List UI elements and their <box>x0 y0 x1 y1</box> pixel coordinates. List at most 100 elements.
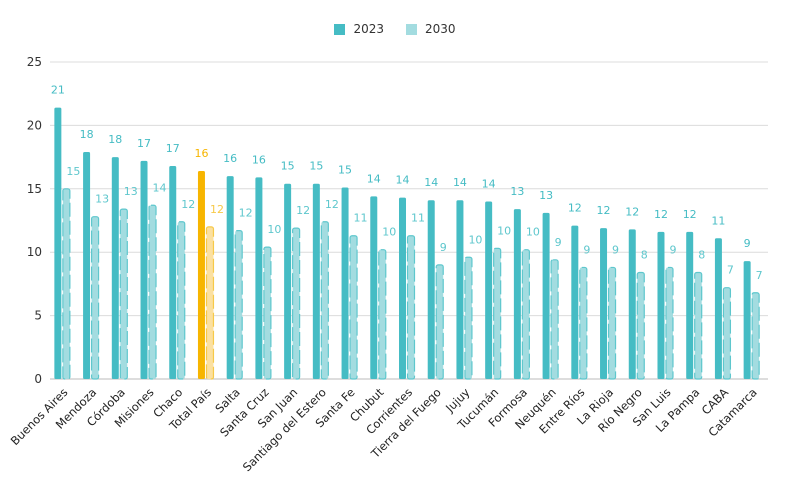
data-label-2030: 11 <box>411 212 425 225</box>
data-label-2023: 16 <box>223 152 237 165</box>
data-label-2023: 15 <box>309 160 323 173</box>
legend-item-2030[interactable]: 2030 <box>406 22 456 36</box>
data-label-2030: 10 <box>382 226 396 239</box>
bar-2023 <box>542 212 550 379</box>
legend-label-2023: 2023 <box>353 22 384 36</box>
bar-2023 <box>485 201 493 379</box>
data-label-2030: 12 <box>181 198 195 211</box>
bar-2023 <box>341 187 349 379</box>
data-label-2023: 14 <box>396 174 410 187</box>
y-tick-label: 25 <box>27 55 42 69</box>
y-tick-label: 5 <box>34 309 42 323</box>
bar-2030 <box>90 216 100 380</box>
data-label-2030: 7 <box>756 269 763 282</box>
legend-label-2030: 2030 <box>425 22 456 36</box>
legend: 2023 2030 <box>0 22 790 36</box>
bar-2023 <box>686 231 694 379</box>
data-label-2030: 12 <box>296 204 310 217</box>
bar-2023 <box>600 228 608 379</box>
bar-2023 <box>111 157 119 379</box>
bar-2030 <box>406 235 416 380</box>
data-label-2023: 13 <box>539 189 553 202</box>
bar-2030 <box>694 271 703 380</box>
bar-2030 <box>62 188 71 380</box>
bar-2023 <box>83 152 91 379</box>
bar-2030 <box>234 230 243 380</box>
bar-2030 <box>205 226 215 380</box>
data-label-2023: 15 <box>281 160 295 173</box>
data-label-2023: 21 <box>51 84 65 97</box>
data-label-2023: 18 <box>80 128 94 141</box>
bar-2030 <box>722 287 732 380</box>
legend-swatch-2030 <box>406 23 417 35</box>
data-label-2030: 13 <box>124 185 138 198</box>
bar-2023 <box>197 171 205 379</box>
legend-item-2023[interactable]: 2023 <box>334 22 384 36</box>
bar-2030 <box>435 264 444 380</box>
data-label-2023: 16 <box>252 153 266 166</box>
data-label-2030: 7 <box>727 264 734 277</box>
data-label-2023: 17 <box>166 142 180 155</box>
bar-2030 <box>464 256 473 380</box>
data-label-2030: 10 <box>468 233 482 246</box>
data-label-2030: 9 <box>612 243 619 256</box>
bar-2030 <box>665 266 674 380</box>
bar-2030 <box>751 292 760 380</box>
data-label-2023: 16 <box>194 147 208 160</box>
bar-2030 <box>579 266 588 380</box>
y-tick-label: 15 <box>27 182 42 196</box>
legend-swatch-2023 <box>334 23 346 35</box>
data-label-2030: 11 <box>354 212 368 225</box>
bar-2023 <box>255 177 263 379</box>
bar-2023 <box>312 183 320 379</box>
data-label-2023: 12 <box>597 204 611 217</box>
data-label-2030: 9 <box>555 236 562 249</box>
data-label-2030: 9 <box>583 243 590 256</box>
bar-2030 <box>119 208 128 380</box>
bar-2023 <box>456 200 464 379</box>
bar-2030 <box>607 266 617 380</box>
y-tick-label: 0 <box>34 372 42 386</box>
data-label-2023: 14 <box>367 172 381 185</box>
bar-2030 <box>292 227 301 380</box>
data-label-2023: 18 <box>108 133 122 146</box>
data-label-2030: 12 <box>239 207 253 220</box>
data-label-2030: 10 <box>497 224 511 237</box>
bar-2023 <box>226 176 234 379</box>
y-tick-label: 20 <box>27 118 42 132</box>
data-label-2023: 12 <box>683 208 697 221</box>
data-label-2030: 10 <box>267 223 281 236</box>
data-label-2023: 15 <box>338 164 352 177</box>
data-label-2030: 9 <box>440 241 447 254</box>
bar-2023 <box>140 160 148 379</box>
bar-2030 <box>521 249 530 380</box>
data-label-2023: 12 <box>654 208 668 221</box>
data-label-2023: 17 <box>137 137 151 150</box>
data-label-2030: 10 <box>526 226 540 239</box>
bar-2023 <box>571 225 579 379</box>
data-label-2030: 12 <box>210 203 224 216</box>
data-label-2023: 13 <box>510 185 524 198</box>
data-label-2023: 12 <box>625 205 639 218</box>
bar-2023 <box>657 231 665 379</box>
bar-2023 <box>399 197 406 379</box>
bar-2023 <box>427 200 435 379</box>
bar-2030 <box>636 271 645 380</box>
bar-2023 <box>54 107 62 379</box>
data-label-2023: 12 <box>568 202 582 215</box>
y-tick-label: 10 <box>27 245 42 259</box>
data-label-2030: 9 <box>669 243 676 256</box>
bar-2023 <box>284 183 292 379</box>
bar-2030 <box>177 221 186 380</box>
bar-2023 <box>743 261 751 379</box>
data-label-2030: 14 <box>153 181 167 194</box>
data-label-2023: 11 <box>711 214 725 227</box>
bar-2023 <box>370 196 378 379</box>
data-label-2030: 8 <box>698 248 705 261</box>
data-label-2023: 14 <box>453 176 467 189</box>
bar-2030 <box>148 204 157 380</box>
bar-2023 <box>714 238 722 379</box>
data-label-2023: 14 <box>482 177 496 190</box>
